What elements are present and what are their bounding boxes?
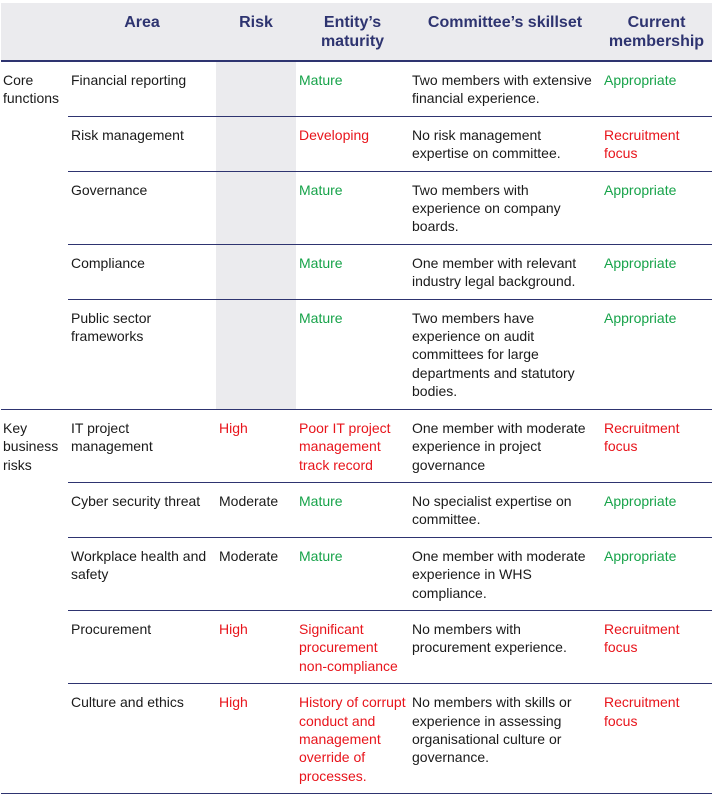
area-cell: Governance [68,171,216,245]
risk-cell [216,61,296,117]
maturity-cell: Mature [296,61,409,117]
risk-cell: High [216,683,296,794]
membership-cell: Recruitment focus [601,610,712,685]
risk-cell [216,244,296,300]
table-row: Compliance Mature One member with relevant… [1,244,712,300]
maturity-cell: History of corrupt conduct and managemen… [296,683,409,794]
skillset-cell: One member with moderate experience in p… [409,409,601,483]
maturity-cell: Mature [296,244,409,300]
skillset-cell: Two members with experience on company b… [409,171,601,245]
membership-cell: Appropriate [601,482,712,538]
area-cell: Compliance [68,244,216,300]
skillset-cell: No risk management expertise on committe… [409,116,601,172]
committee-skills-table: Area Risk Entity’s maturity Committee’s … [1,3,712,794]
risk-cell [216,171,296,245]
header-group [1,3,68,62]
skillset-cell: No members with procurement experience. [409,610,601,685]
header-skillset: Committee’s skillset [409,3,601,62]
risk-cell [216,116,296,172]
table-row: Risk management Developing No risk managem… [1,116,712,172]
header-membership: Current membership [601,3,712,62]
maturity-cell: Mature [296,299,409,410]
maturity-cell: Developing [296,116,409,172]
membership-cell: Recruitment focus [601,683,712,794]
risk-cell: High [216,409,296,483]
skillset-cell: Two members have experience on audit com… [409,299,601,410]
skillset-cell: One member with moderate experience in W… [409,537,601,611]
header-risk: Risk [216,3,296,62]
maturity-cell: Poor IT project management track record [296,409,409,483]
risk-cell [216,299,296,410]
membership-cell: Appropriate [601,299,712,410]
skillset-cell: No specialist expertise on committee. [409,482,601,538]
area-cell: Risk management [68,116,216,172]
skillset-cell: No members with skills or experience in … [409,683,601,794]
maturity-cell: Mature [296,171,409,245]
membership-cell: Appropriate [601,537,712,611]
header-maturity: Entity’s maturity [296,3,409,62]
header-area: Area [68,3,216,62]
skillset-cell: One member with relevant industry legal … [409,244,601,300]
group-label: Key business risks [1,409,68,794]
table-row: Key business risks IT project management H… [1,409,712,794]
risk-cell: Moderate [216,537,296,611]
area-cell: Public sector frameworks [68,299,216,410]
maturity-cell: Significant procurement non-compliance [296,610,409,685]
table-body: Core functions Financial reporting Mature T… [1,61,712,794]
membership-cell: Appropriate [601,244,712,300]
group-label: Core functions [1,61,68,410]
membership-cell: Appropriate [601,61,712,117]
table-row: Public sector frameworks Mature Two member… [1,299,712,410]
membership-cell: Recruitment focus [601,116,712,172]
table-row: Governance Mature Two members with experie… [1,171,712,245]
risk-cell: Moderate [216,482,296,538]
table-row: Culture and ethics High History of corrupt… [1,683,712,794]
table-row: Core functions Financial reporting Mature T… [1,61,712,410]
membership-cell: Recruitment focus [601,409,712,483]
area-cell: Culture and ethics [68,683,216,794]
area-cell: IT project management [68,409,216,483]
area-cell: Workplace health and safety [68,537,216,611]
maturity-cell: Mature [296,537,409,611]
skillset-cell: Two members with extensive financial exp… [409,61,601,117]
area-cell: Procurement [68,610,216,685]
header-row: Area Risk Entity’s maturity Committee’s … [1,3,712,62]
table-row: Procurement High Significant procurement n… [1,610,712,685]
area-cell: Cyber security threat [68,482,216,538]
membership-cell: Appropriate [601,171,712,245]
area-cell: Financial reporting [68,61,216,117]
maturity-cell: Mature [296,482,409,538]
table-row: Workplace health and safety Moderate Matur… [1,537,712,611]
risk-cell: High [216,610,296,685]
table-row: Cyber security threat Moderate Mature No sp… [1,482,712,538]
